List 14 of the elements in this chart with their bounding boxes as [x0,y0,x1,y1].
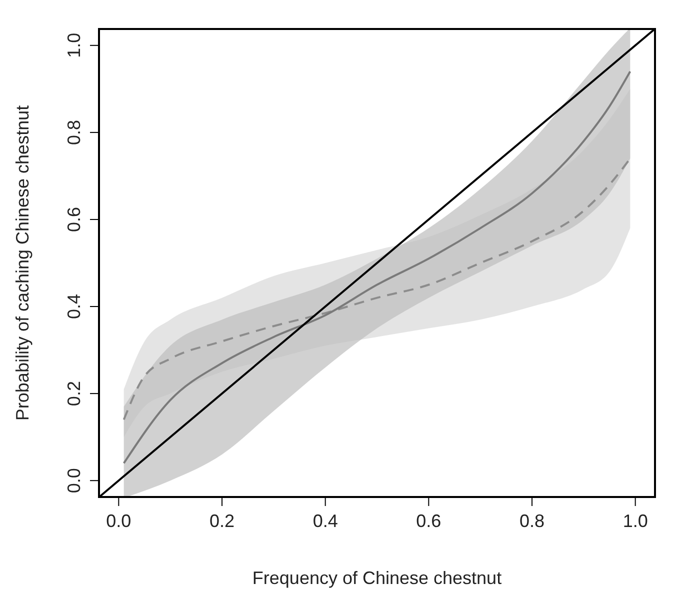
x-tick-label: 1.0 [622,510,648,531]
x-tick-label: 0.2 [209,510,235,531]
y-tick-label: 0.8 [64,120,84,145]
y-tick-label: 0.2 [64,381,84,406]
y-tick-label: 0.0 [64,468,84,494]
x-tick-label: 0.8 [519,510,545,531]
x-tick-label: 0.4 [312,510,338,531]
y-axis-title: Probability of caching Chinese chestnut [12,105,32,421]
y-tick-label: 0.4 [64,294,84,320]
y-tick-label: 1.0 [64,32,84,58]
x-tick-label: 0.0 [106,510,132,531]
x-tick-label: 0.6 [416,510,442,531]
y-tick-label: 0.6 [64,206,84,232]
x-axis-title: Frequency of Chinese chestnut [252,568,502,588]
